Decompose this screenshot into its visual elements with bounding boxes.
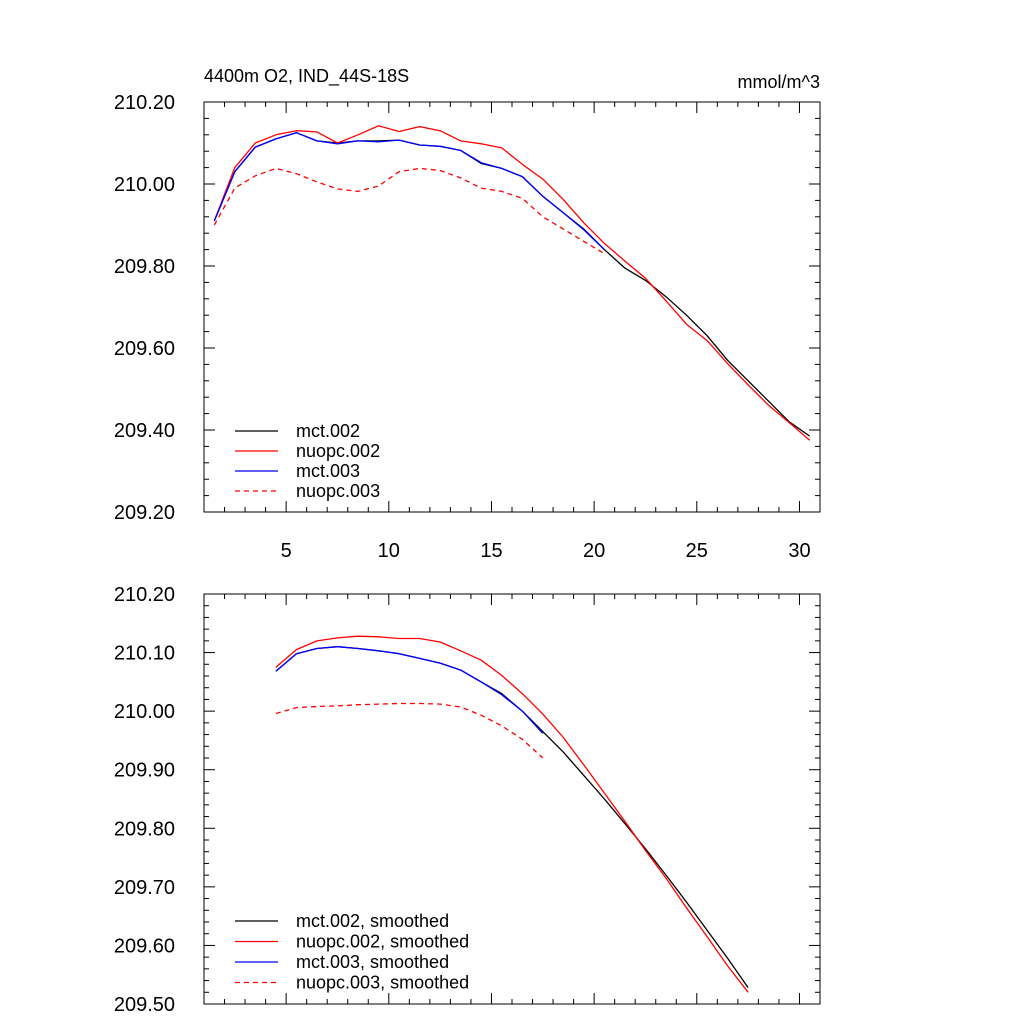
y-tick-label: 210.20 bbox=[114, 584, 175, 606]
y-tick-label: 209.40 bbox=[114, 420, 175, 442]
legend-label-mct-003-smoothed: mct.003, smoothed bbox=[296, 952, 449, 972]
legend-label-nuopc-003: nuopc.003 bbox=[296, 481, 380, 501]
y-tick-label: 210.00 bbox=[114, 174, 175, 196]
bottom-panel: 209.50 209.60 209.70 209.80 209.90 210.00 210.… bbox=[114, 584, 821, 1016]
plot-title: 4400m O2, IND_44S-18S bbox=[204, 66, 409, 87]
x-tick-label: 5 bbox=[281, 540, 292, 562]
x-tick-label: 30 bbox=[788, 540, 810, 562]
top-series-mct-002 bbox=[213, 132, 811, 437]
y-tick-label: 209.80 bbox=[114, 256, 175, 278]
top-panel: 209.20 209.40 209.60 209.80 210.00 210.20 5 10 1… bbox=[114, 92, 821, 562]
bottom-series-nuopc-002-smoothed bbox=[275, 635, 749, 993]
y-tick-label: 210.10 bbox=[114, 643, 175, 665]
legend-label-mct-003: mct.003 bbox=[296, 461, 360, 481]
y-tick-label: 209.80 bbox=[114, 818, 175, 840]
legend-label-nuopc-002-smoothed: nuopc.002, smoothed bbox=[296, 932, 469, 952]
y-tick-label: 209.70 bbox=[114, 877, 175, 899]
units-label: mmol/m^3 bbox=[738, 72, 820, 92]
legend-label-nuopc-003-smoothed: nuopc.003, smoothed bbox=[296, 973, 469, 993]
y-tick-label: 209.60 bbox=[114, 338, 175, 360]
x-tick-label: 25 bbox=[686, 540, 708, 562]
legend-label-nuopc-002: nuopc.002 bbox=[296, 441, 380, 461]
y-tick-label: 209.20 bbox=[114, 502, 175, 524]
y-tick-label: 209.50 bbox=[114, 994, 175, 1016]
y-tick-label: 209.60 bbox=[114, 935, 175, 957]
legend-label-mct-002: mct.002 bbox=[296, 421, 360, 441]
x-tick-label: 15 bbox=[480, 540, 502, 562]
y-tick-label: 209.90 bbox=[114, 760, 175, 782]
x-tick-label: 20 bbox=[583, 540, 605, 562]
y-tick-label: 210.00 bbox=[114, 701, 175, 723]
top-series-nuopc-003 bbox=[213, 167, 605, 255]
x-tick-label: 10 bbox=[378, 540, 400, 562]
y-tick-label: 210.20 bbox=[114, 92, 175, 114]
legend-label-mct-002-smoothed: mct.002, smoothed bbox=[296, 911, 449, 931]
top-series-nuopc-002 bbox=[213, 125, 811, 441]
bottom-series-nuopc-003-smoothed bbox=[275, 702, 544, 759]
top-series-mct-003 bbox=[213, 132, 605, 251]
bottom-series-mct-003-smoothed bbox=[275, 646, 544, 734]
